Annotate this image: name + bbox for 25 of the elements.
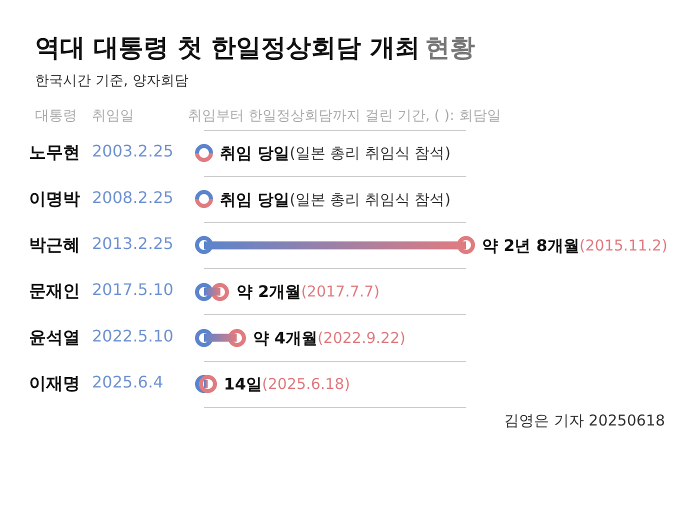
text: 취임일 <box>92 108 134 124</box>
text: 김영은 기자 20250618 <box>504 412 666 430</box>
text: 2008.2.25 <box>92 188 174 207</box>
data-label: 약 4개월(2022.9.22) <box>252 328 406 348</box>
text: 2022.5.10 <box>92 326 174 346</box>
y-tick-label: 윤석열 <box>29 328 80 348</box>
data-label: 약 2년 8개월(2015.11.2) <box>482 236 668 255</box>
y-tick-label: 박근혜 <box>29 235 80 256</box>
text: 취임부터 한일정상회담까지 걸린 기간, ( ): 회담일 <box>188 108 501 124</box>
data-label: 취임 당일(일본 총리 취임식 참석) <box>220 144 451 163</box>
data-label: 약 2개월(2017.7.7) <box>236 282 380 302</box>
y-tick-label: 이명박 <box>29 189 80 210</box>
text: 2025.6.4 <box>92 372 164 392</box>
text: 2003.2.25 <box>92 142 174 161</box>
text: 2013.2.25 <box>92 234 174 253</box>
text: 2017.5.10 <box>92 280 174 300</box>
y-tick-label: 노무현 <box>29 143 80 164</box>
data-label: 14일(2025.6.18) <box>224 374 350 394</box>
data-label: 취임 당일(일본 총리 취임식 참석) <box>220 190 451 209</box>
y-tick-label: 문재인 <box>29 282 80 302</box>
bar <box>204 380 208 388</box>
y-tick-label: 이재명 <box>29 374 80 394</box>
chart-title: 역대 대통령 첫 한일정상회담 개최 현황 <box>35 33 475 62</box>
chart-subtitle: 한국시간 기준, 양자회담 <box>35 73 188 89</box>
text: 대통령 <box>35 108 77 124</box>
